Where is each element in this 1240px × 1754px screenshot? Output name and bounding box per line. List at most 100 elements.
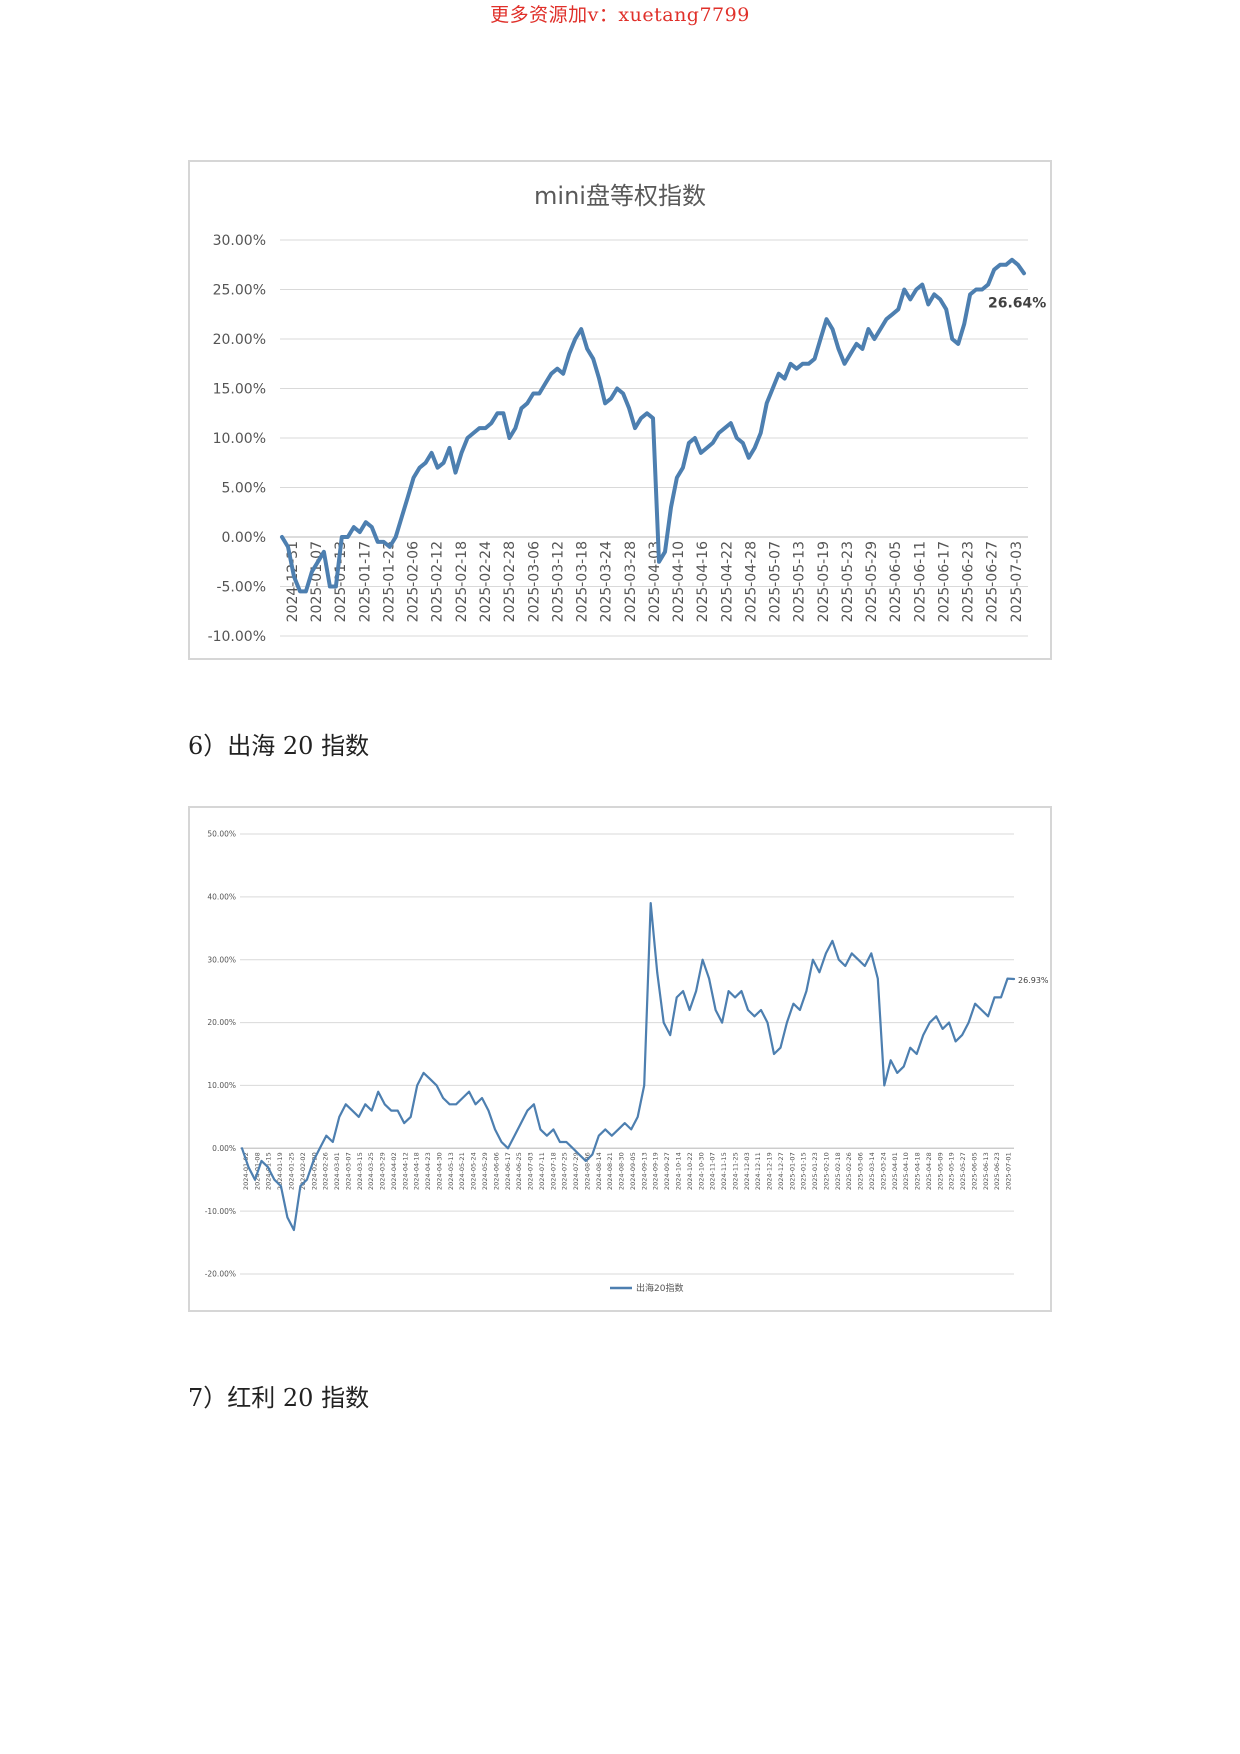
chart1-svg: mini盘等权指数 30.00% 25.00% 20.00% 15.00% 10.00% 5…: [208, 182, 1047, 645]
chart-mini-equal-weight-index: mini盘等权指数 30.00% 25.00% 20.00% 15.00% 10.00% 5…: [188, 160, 1052, 660]
x-tick-label: 2025-02-24: [478, 541, 494, 622]
x-tick-label: 2024-11-07: [709, 1152, 717, 1190]
x-tick-label: 2024-02-20: [310, 1152, 318, 1190]
x-tick-label: 2024-07-18: [549, 1152, 557, 1190]
x-tick-label: 2025-03-06: [857, 1152, 865, 1190]
y-tick-label: 40.00%: [207, 892, 236, 901]
x-tick-label: 2024-12-19: [766, 1152, 774, 1190]
series-line: [280, 257, 1026, 594]
y-tick-label: 30.00%: [207, 955, 236, 964]
y-tick-label: 10.00%: [207, 1081, 236, 1090]
x-tick-label: 2024-03-15: [356, 1152, 364, 1190]
x-tick-label: 2025-06-23: [993, 1152, 1001, 1190]
x-tick-label: 2025-01-15: [800, 1152, 808, 1190]
x-tick-label: 2024-01-25: [287, 1152, 295, 1190]
x-tick-label: 2024-08-21: [606, 1152, 614, 1190]
x-tick-label: 2025-02-18: [834, 1152, 842, 1190]
x-tick-label: 2025-05-23: [840, 541, 856, 622]
y-tick-label: 30.00%: [213, 233, 266, 249]
x-tick-label: 2025-04-28: [925, 1152, 933, 1190]
x-tick-label: 2024-04-30: [435, 1152, 443, 1190]
x-tick-label: 2025-05-09: [936, 1152, 944, 1190]
x-tick-label: 2025-03-12: [550, 541, 566, 622]
x-tick-label: 2025-01-17: [357, 541, 373, 622]
x-tick-label: 2024-07-25: [561, 1152, 569, 1190]
x-tick-label: 2025-07-03: [1009, 541, 1025, 622]
x-tick-label: 2025-05-19: [948, 1152, 956, 1190]
x-tick-label: 2024-02-02: [299, 1152, 307, 1190]
x-tick-label: 2025-02-12: [430, 541, 446, 622]
x-tick-label: 2024-02-26: [322, 1152, 330, 1190]
x-tick-label: 2025-04-28: [743, 541, 759, 622]
x-tick-label: 2024-09-13: [640, 1152, 648, 1190]
x-tick-label: 2024-07-11: [538, 1152, 546, 1190]
x-tick-label: 2025-06-11: [912, 541, 928, 622]
x-tick-label: 2024-04-23: [424, 1152, 432, 1190]
y-tick-label: -10.00%: [208, 629, 266, 645]
x-tick-label: 2025-04-18: [914, 1152, 922, 1190]
x-tick-label: 2024-04-02: [390, 1152, 398, 1190]
x-tick-label: 2024-06-25: [515, 1152, 523, 1190]
y-tick-label: 15.00%: [213, 381, 266, 397]
section-heading-7: 7）红利 20 指数: [188, 1384, 370, 1412]
chart-overseas-20-index: 50.00% 40.00% 30.00% 20.00% 10.00% 0.00% -10.0…: [188, 806, 1052, 1312]
x-tick-label: 2025-04-01: [891, 1152, 899, 1190]
y-tick-label: 10.00%: [213, 431, 266, 447]
x-tick-label: 2025-03-24: [599, 541, 615, 622]
x-tick-label: 2024-12-11: [754, 1152, 762, 1190]
x-tick-label: 2024-10-14: [674, 1152, 682, 1190]
x-tick-label: 2024-08-14: [595, 1152, 603, 1190]
x-tick-label: 2025-06-23: [961, 541, 977, 622]
x-tick-label: 2024-06-06: [492, 1152, 500, 1190]
x-tick-label: 2024-01-19: [276, 1152, 284, 1190]
y-tick-label: 0.00%: [212, 1144, 236, 1153]
x-tick-label: 2025-03-18: [575, 541, 591, 622]
x-tick-label: 2025-04-10: [671, 541, 687, 622]
x-tick-label: 2024-06-17: [504, 1152, 512, 1190]
x-tick-label: 2024-07-29: [572, 1152, 580, 1190]
x-tick-label: 2025-05-19: [816, 541, 832, 622]
x-tick-label: 2025-02-10: [822, 1152, 830, 1190]
x-tick-label: 2025-02-26: [845, 1152, 853, 1190]
end-value-label: 26.93%: [1018, 976, 1049, 985]
x-tick-label: 2025-02-18: [454, 541, 470, 622]
x-tick-label: 2025-01-07: [788, 1152, 796, 1190]
x-tick-label: 2025-05-29: [864, 541, 880, 622]
x-tick-label: 2024-09-27: [663, 1152, 671, 1190]
x-tick-label: 2025-06-27: [985, 541, 1001, 622]
x-tick-label: 2024-11-15: [720, 1152, 728, 1190]
x-tick-label: 2025-03-28: [623, 541, 639, 622]
section-heading-6: 6）出海 20 指数: [188, 732, 370, 760]
x-tick-label: 2024-03-07: [344, 1152, 352, 1190]
x-tick-label: 2025-05-13: [792, 541, 808, 622]
watermark-text: 更多资源加v：xuetang7799: [490, 4, 750, 26]
y-tick-label: 25.00%: [213, 282, 266, 298]
x-tick-label: 2024-10-30: [697, 1152, 705, 1190]
x-tick-label: 2024-04-18: [413, 1152, 421, 1190]
x-tick-label: 2024-10-22: [686, 1152, 694, 1190]
chart-title: mini盘等权指数: [534, 182, 706, 210]
y-tick-label: 5.00%: [222, 480, 266, 496]
x-tick-label: 2024-11-25: [731, 1152, 739, 1190]
x-tick-label: 2025-01-07: [309, 541, 325, 622]
x-tick-label: 2024-12-03: [743, 1152, 751, 1190]
x-tick-label: 2025-03-14: [868, 1152, 876, 1190]
x-tick-label: 2024-05-29: [481, 1152, 489, 1190]
end-value-label: 26.64%: [988, 295, 1046, 311]
chart2-svg: 50.00% 40.00% 30.00% 20.00% 10.00% 0.00% -10.0…: [205, 830, 1049, 1294]
x-tick-label: 2025-04-10: [902, 1152, 910, 1190]
y-tick-label: -5.00%: [216, 579, 266, 595]
x-tick-label: 2025-03-24: [879, 1152, 887, 1190]
series-line: [240, 901, 1016, 1232]
x-tick-label: 2024-12-27: [777, 1152, 785, 1190]
x-tick-label: 2024-04-12: [401, 1152, 409, 1190]
x-tick-label: 2025-01-23: [381, 541, 397, 622]
x-tick-label: 2024-03-01: [333, 1152, 341, 1190]
x-tick-label: 2025-05-07: [768, 541, 784, 622]
y-tick-label: 20.00%: [207, 1018, 236, 1027]
x-tick-label: 2024-03-29: [379, 1152, 387, 1190]
x-tick-label: 2025-05-27: [959, 1152, 967, 1190]
x-tick-label: 2024-01-02: [242, 1152, 250, 1190]
y-tick-label: -20.00%: [205, 1270, 236, 1279]
x-tick-label: 2025-01-23: [811, 1152, 819, 1190]
